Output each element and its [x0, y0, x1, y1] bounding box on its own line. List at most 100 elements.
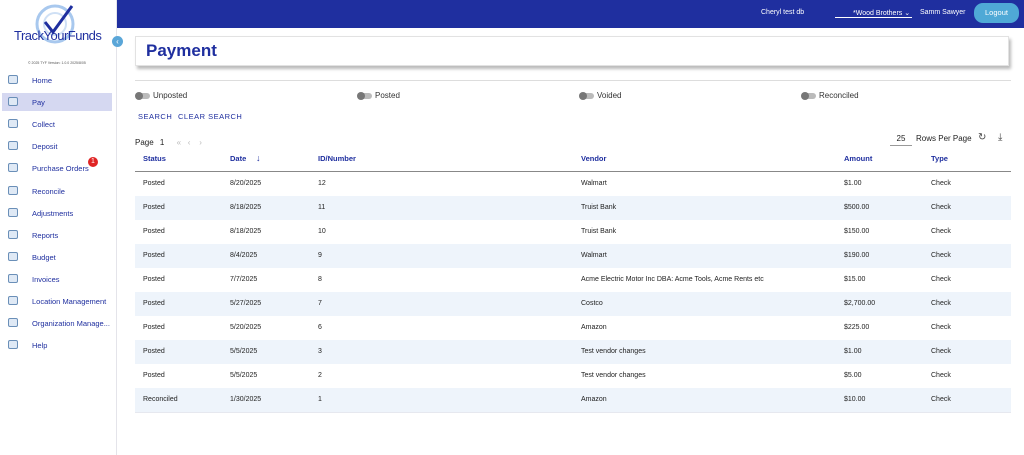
table-cell: Reconciled: [143, 396, 178, 403]
nav-item[interactable]: Pay: [2, 93, 112, 112]
table-cell: 5/5/2025: [230, 348, 258, 355]
nav-label: Invoices: [32, 274, 60, 284]
table-cell: 5/5/2025: [230, 372, 258, 379]
column-header: Type: [931, 154, 948, 163]
table-cell: $190.00: [844, 252, 870, 259]
collapse-button[interactable]: ‹: [112, 36, 123, 47]
nav-item[interactable]: Location Management: [2, 292, 112, 310]
filter-label: Unposted: [153, 91, 188, 100]
table-cell: 8/4/2025: [230, 252, 258, 259]
table-cell: Check: [931, 276, 951, 283]
nav-icon: [8, 185, 18, 195]
filter-label: Voided: [597, 91, 622, 100]
logout-button[interactable]: Logout: [974, 3, 1019, 23]
organization-select[interactable]: *Wood Brothers ⌄: [835, 9, 913, 18]
filter-toggle[interactable]: Voided: [579, 91, 622, 100]
toggle-switch[interactable]: [357, 91, 372, 100]
divider: [135, 80, 1011, 81]
table-row[interactable]: Posted 8/20/2025 12 Walmart $1.00 Check: [135, 172, 1011, 197]
rows-per-page[interactable]: 25: [890, 134, 912, 146]
top-bar: Cheryl test db *Wood Brothers ⌄ Samm Saw…: [117, 0, 1024, 28]
toggle-switch[interactable]: [801, 91, 816, 100]
table-cell: Posted: [143, 372, 165, 379]
table-cell: Amazon: [581, 396, 607, 403]
table-cell: Walmart: [581, 252, 607, 259]
nav-icon: [8, 75, 18, 84]
nav-item[interactable]: Reconcile: [2, 182, 112, 200]
rows-label: Rows Per Page: [916, 134, 972, 143]
nav-item[interactable]: Budget: [2, 248, 112, 266]
column-header: Vendor: [581, 154, 607, 163]
table-cell: Posted: [143, 300, 165, 307]
table-cell: 8: [318, 276, 322, 283]
table-cell: Truist Bank: [581, 204, 617, 211]
filter-toggle[interactable]: Unposted: [135, 91, 188, 100]
table-cell: Posted: [143, 348, 165, 355]
nav-item[interactable]: Help: [2, 336, 112, 354]
nav-item[interactable]: Home: [2, 71, 112, 89]
nav-item[interactable]: Deposit: [2, 137, 112, 155]
table-cell: 10: [318, 228, 326, 235]
table-cell: $1.00: [844, 180, 862, 187]
table-cell: 1/30/2025: [230, 396, 262, 403]
page-title: Payment: [146, 41, 217, 60]
nav-item[interactable]: Collect: [2, 115, 112, 133]
refresh-icon[interactable]: ↻: [978, 132, 987, 143]
sort-icon[interactable]: ↓: [256, 153, 261, 163]
action-button[interactable]: CLEAR SEARCH: [178, 112, 243, 121]
nav-label: Collect: [32, 120, 55, 130]
page-nav[interactable]: « ‹ ›: [176, 138, 202, 147]
nav-item[interactable]: Organization Manage...: [2, 314, 112, 332]
table-row[interactable]: Posted 8/4/2025 9 Walmart $190.00 Check: [135, 244, 1011, 269]
column-header: Status: [143, 154, 166, 163]
table-cell: $2,700.00: [844, 300, 876, 307]
table-cell: $10.00: [844, 396, 866, 403]
table-row[interactable]: Reconciled 1/30/2025 1 Amazon $10.00 Check: [135, 388, 1011, 413]
table-cell: $1.00: [844, 348, 862, 355]
nav-icon: [8, 273, 18, 283]
table-cell: Check: [931, 396, 951, 403]
table-row[interactable]: Posted 5/5/2025 2 Test vendor changes $5.00 C…: [135, 364, 1011, 389]
nav-icon: [8, 163, 18, 173]
version: © 2025 TYF Version: 1.0.0 2025/8/05: [28, 61, 86, 65]
nav-item[interactable]: Reports: [2, 226, 112, 244]
page-label: Page: [135, 138, 154, 147]
action-button[interactable]: SEARCH: [138, 112, 173, 121]
nav-item[interactable]: Purchase Orders 1: [2, 157, 112, 177]
table-cell: 9: [318, 252, 322, 259]
database: Cheryl test db: [761, 9, 805, 16]
table-cell: 5/27/2025: [230, 300, 262, 307]
nav-item[interactable]: Invoices: [2, 270, 112, 288]
table-cell: Posted: [143, 276, 165, 283]
nav-label: Budget: [32, 252, 56, 262]
table-row[interactable]: Posted 7/7/2025 8 Acme Electric Motor Inc D…: [135, 268, 1011, 293]
toggle-switch[interactable]: [135, 91, 150, 100]
download-icon[interactable]: ⤓: [998, 132, 1003, 143]
user: Samm Sawyer: [920, 9, 966, 16]
table-cell: Posted: [143, 204, 165, 211]
nav-label: Home: [32, 76, 53, 85]
table-cell: Truist Bank: [581, 228, 617, 235]
table-cell: Posted: [143, 252, 165, 259]
table-row[interactable]: Posted 5/27/2025 7 Costco $2,700.00 Check: [135, 292, 1011, 317]
table-cell: 1: [318, 396, 322, 403]
table-cell: 3: [318, 348, 322, 355]
table-cell: Check: [931, 180, 951, 187]
nav-item[interactable]: Adjustments: [2, 204, 112, 222]
table-row[interactable]: Posted 8/18/2025 11 Truist Bank $500.00 Check: [135, 196, 1011, 221]
table-cell: Posted: [143, 180, 165, 187]
filter-toggle[interactable]: Posted: [357, 91, 400, 100]
table-row[interactable]: Posted 8/18/2025 10 Truist Bank $150.00 Check: [135, 220, 1011, 245]
table-cell: Check: [931, 252, 951, 259]
table-cell: Costco: [581, 300, 603, 307]
table-cell: 8/18/2025: [230, 204, 262, 211]
table-cell: 11: [318, 204, 326, 211]
column-header[interactable]: Date: [230, 154, 247, 163]
table-cell: 6: [318, 324, 322, 331]
filter-toggle[interactable]: Reconciled: [801, 91, 859, 100]
table-row[interactable]: Posted 5/5/2025 3 Test vendor changes $1.00 C…: [135, 340, 1011, 365]
toggle-switch[interactable]: [579, 91, 594, 100]
table-row[interactable]: Posted 5/20/2025 6 Amazon $225.00 Check: [135, 316, 1011, 341]
filter-label: Posted: [375, 91, 400, 100]
nav-label: Reports: [32, 230, 59, 240]
